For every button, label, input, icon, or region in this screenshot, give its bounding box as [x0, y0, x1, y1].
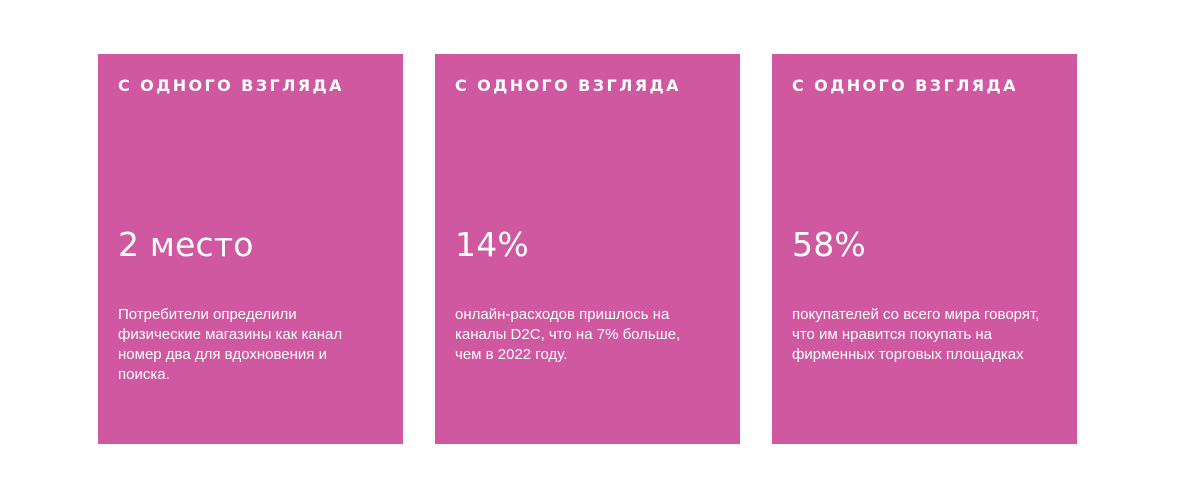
card-label: С одного взгляда: [455, 76, 681, 95]
card-stat-value: 58%: [792, 225, 866, 264]
stat-card-store-ranking: С одного взгляда 2 место Потребители опр…: [98, 54, 403, 444]
card-label: С одного взгляда: [792, 76, 1018, 95]
card-description-line: физические магазины как канал: [118, 326, 343, 343]
card-description-line: поиска.: [118, 366, 170, 383]
card-description-line: фирменных торговых площадках: [792, 346, 1024, 363]
card-stat-value: 14%: [455, 225, 529, 264]
stat-card-brand-marketplaces: С одного взгляда 58% покупателей со всег…: [772, 54, 1077, 444]
card-description-line: Потребители определили: [118, 306, 297, 323]
card-description: Потребители определили физические магази…: [118, 305, 390, 385]
card-label: С одного взгляда: [118, 76, 344, 95]
card-stat-value: 2 место: [118, 225, 254, 264]
card-description-line: номер два для вдохновения и: [118, 346, 327, 363]
stats-cards-row: С одного взгляда 2 место Потребители опр…: [98, 54, 1077, 444]
card-description-line: онлайн-расходов пришлось на: [455, 306, 670, 323]
card-description-line: чем в 2022 году.: [455, 346, 568, 363]
card-description-line: каналы D2C, что на 7% больше,: [455, 326, 681, 343]
card-description-line: что им нравится покупать на: [792, 326, 993, 343]
card-description: покупателей со всего мира говорят, что и…: [792, 305, 1064, 365]
card-description-line: покупателей со всего мира говорят,: [792, 306, 1040, 323]
card-description: онлайн-расходов пришлось на каналы D2C, …: [455, 305, 727, 365]
stat-card-d2c-share: С одного взгляда 14% онлайн-расходов при…: [435, 54, 740, 444]
